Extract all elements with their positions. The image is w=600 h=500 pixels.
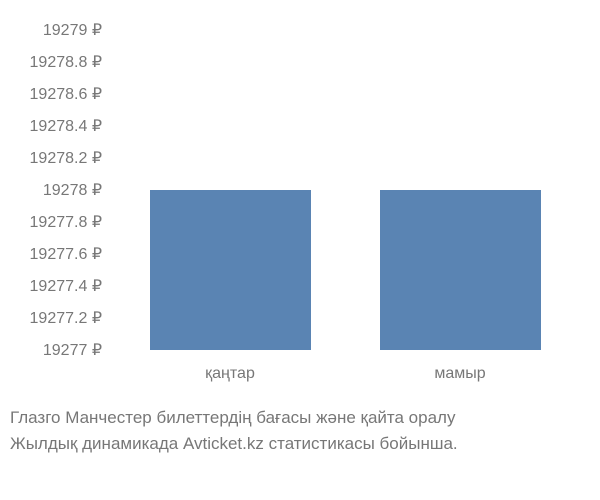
bar-chart: 19279 ₽ 19278.8 ₽ 19278.6 ₽ 19278.4 ₽ 19278.… <box>0 20 600 380</box>
y-tick-label: 19278 ₽ <box>43 180 102 200</box>
caption-line-2: Жылдық динамикада Avticket.kz статистика… <box>10 431 590 457</box>
x-tick-label: қаңтар <box>205 365 255 383</box>
x-axis: қаңтар мамыр <box>115 360 575 390</box>
y-tick-label: 19278.4 ₽ <box>30 116 102 136</box>
y-axis: 19279 ₽ 19278.8 ₽ 19278.6 ₽ 19278.4 ₽ 19278.… <box>0 20 110 360</box>
x-tick-label: мамыр <box>434 365 485 383</box>
y-tick-label: 19278.6 ₽ <box>30 84 102 104</box>
caption-line-1: Глазго Манчестер билеттердің бағасы және… <box>10 405 590 431</box>
bar <box>150 190 311 350</box>
bar <box>380 190 541 350</box>
chart-caption: Глазго Манчестер билеттердің бағасы және… <box>10 405 590 456</box>
y-tick-label: 19277.8 ₽ <box>30 212 102 232</box>
plot-area <box>115 30 575 350</box>
y-tick-label: 19277.2 ₽ <box>30 308 102 328</box>
y-tick-label: 19277 ₽ <box>43 340 102 360</box>
y-tick-label: 19278.2 ₽ <box>30 148 102 168</box>
y-tick-label: 19277.4 ₽ <box>30 276 102 296</box>
y-tick-label: 19278.8 ₽ <box>30 52 102 72</box>
y-tick-label: 19277.6 ₽ <box>30 244 102 264</box>
y-tick-label: 19279 ₽ <box>43 20 102 40</box>
